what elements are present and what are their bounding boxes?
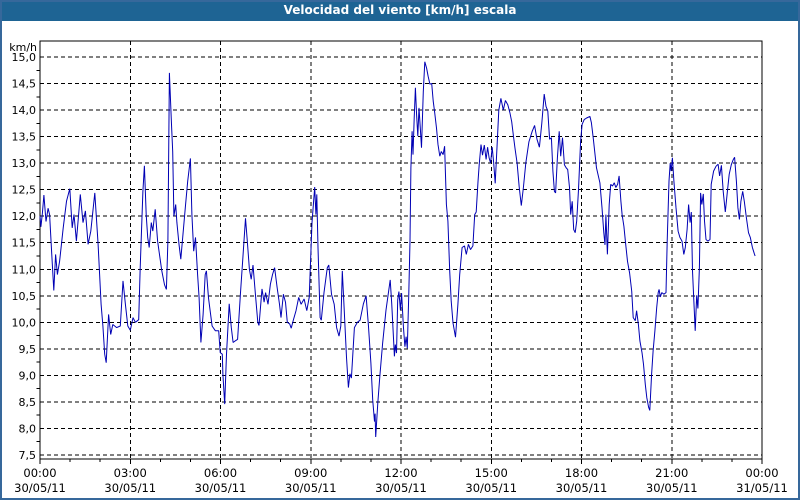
x-tick-time-label: 06:00 (204, 466, 237, 480)
y-tick-label: 8,0 (19, 422, 37, 435)
x-tick-date-label: 30/05/11 (14, 481, 66, 495)
x-tick-time-label: 09:00 (294, 466, 327, 480)
y-tick-label: 9,0 (19, 369, 37, 382)
y-tick-label: 7,5 (19, 449, 37, 462)
y-tick-label: 12,0 (12, 210, 37, 223)
chart-title: Velocidad del viento [km/h] escala (283, 3, 517, 17)
plot-border (39, 40, 763, 460)
x-tick-date-label: 31/05/11 (736, 481, 788, 495)
y-tick-label: 13,5 (12, 131, 37, 144)
wind-speed-line (39, 61, 756, 438)
x-tick-time-label: 15:00 (475, 466, 508, 480)
x-tick-date-label: 30/05/11 (195, 481, 247, 495)
x-tick-time-label: 03:00 (114, 466, 147, 480)
y-tick-label: 8,5 (19, 396, 37, 409)
chart-title-bar: Velocidad del viento [km/h] escala (0, 0, 800, 21)
y-tick-label: 15,0 (12, 51, 37, 64)
y-tick-label: 11,0 (12, 263, 37, 276)
x-tick-date-label: 30/05/11 (465, 481, 517, 495)
x-tick-time-label: 00:00 (745, 466, 778, 480)
y-tick-label: 10,5 (12, 290, 37, 303)
x-tick-date-label: 30/05/11 (375, 481, 427, 495)
x-tick-time-label: 21:00 (655, 466, 688, 480)
x-tick-time-label: 18:00 (565, 466, 598, 480)
y-tick-label: 11,5 (12, 237, 37, 250)
y-tick-label: 14,5 (12, 78, 37, 91)
x-tick-time-label: 00:00 (23, 466, 56, 480)
x-tick-date-label: 30/05/11 (646, 481, 698, 495)
x-tick-time-label: 12:00 (384, 466, 417, 480)
x-tick-date-label: 30/05/11 (556, 481, 608, 495)
x-tick-date-label: 30/05/11 (285, 481, 337, 495)
y-tick-label: 9,5 (19, 343, 37, 356)
y-tick-label: 12,5 (12, 184, 37, 197)
y-axis-unit-label: km/h (9, 41, 37, 54)
y-tick-label: 13,0 (12, 157, 37, 170)
y-tick-label: 10,0 (12, 316, 37, 329)
x-tick-date-label: 30/05/11 (104, 481, 156, 495)
y-tick-label: 14,0 (12, 104, 37, 117)
